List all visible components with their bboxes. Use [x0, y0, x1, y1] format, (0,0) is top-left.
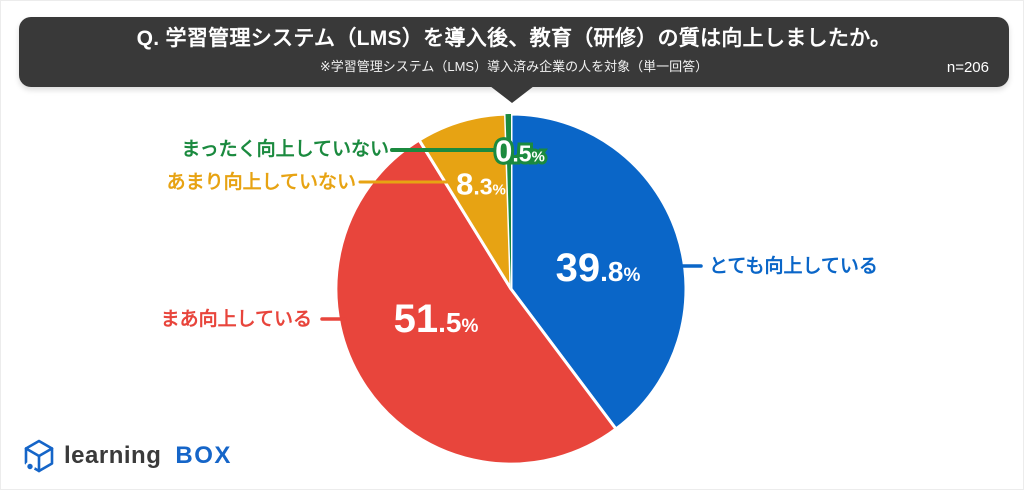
logo-text-box: BOX	[175, 442, 232, 469]
pie-slice-0	[509, 112, 688, 431]
label-not-really-improved: あまり向上していない	[166, 172, 356, 193]
label-somewhat-improved: まあ向上している	[160, 309, 312, 330]
pct-not-really-improved: 8.3%	[456, 166, 506, 202]
pct-very-improved: 39.8%	[555, 246, 641, 290]
pie-slice-1	[334, 138, 618, 466]
pie-slice-2	[417, 112, 513, 291]
logo-text-learning: learning	[64, 442, 162, 469]
pct-not-improved-at-all: 0.5% 0.5%	[492, 133, 548, 170]
pie-slice-3	[505, 114, 511, 289]
sample-size-label: n=206	[946, 59, 989, 76]
learningbox-logo: learning BOX	[23, 439, 232, 473]
cube-logo-icon	[24, 439, 54, 473]
label-very-improved: とても向上している	[709, 256, 878, 277]
question-title: Q. 学習管理システム（LMS）を導入後、教育（研修）の質は向上しましたか。	[136, 27, 892, 50]
pct-somewhat-improved: 51.5%	[393, 297, 479, 341]
question-subtitle: ※学習管理システム（LMS）導入済み企業の人を対象（単一回答）	[319, 59, 709, 75]
banner-pointer-triangle	[490, 86, 534, 103]
question-banner: Q. 学習管理システム（LMS）を導入後、教育（研修）の質は向上しましたか。 ※…	[19, 17, 1009, 87]
label-not-improved-at-all: まったく向上していない	[181, 139, 389, 160]
